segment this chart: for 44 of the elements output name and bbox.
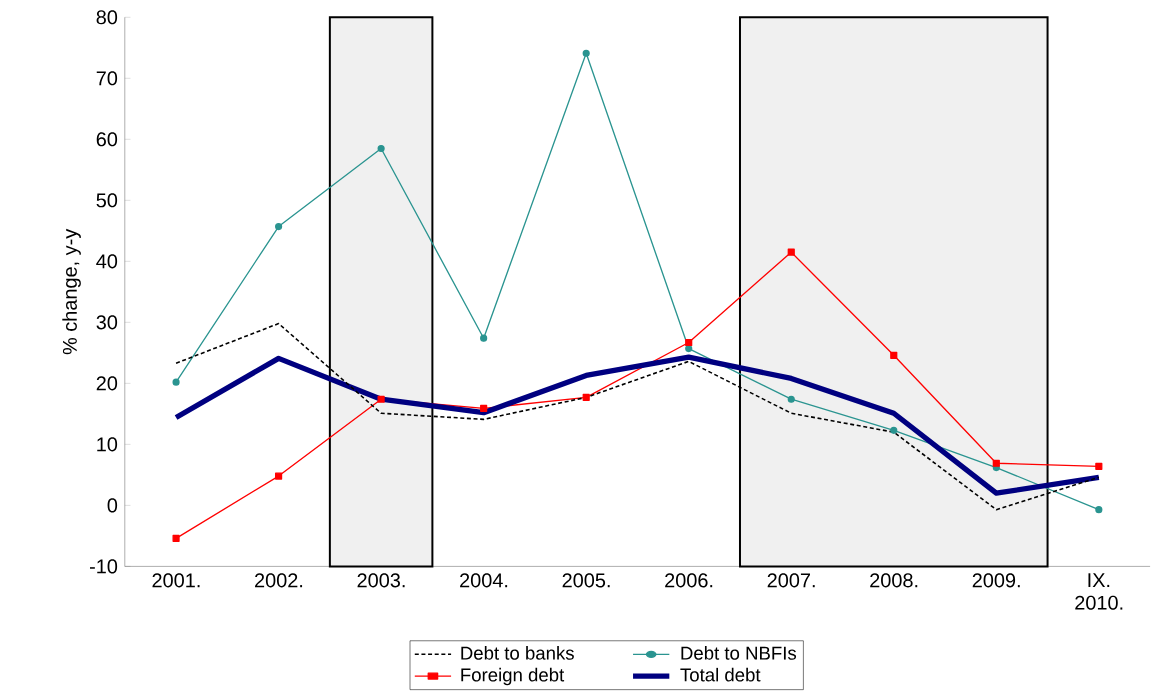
x-tick-label: 2005. (562, 573, 610, 588)
legend-label: Foreign debt (461, 667, 565, 686)
legend-label: Debt to NBFIs (681, 646, 797, 660)
y-tick-label: 10 (97, 437, 118, 452)
point (275, 223, 283, 231)
point (480, 404, 488, 413)
point (890, 426, 898, 435)
point (172, 378, 180, 386)
x-tick-label: 2004. (460, 573, 508, 588)
x-tick-label: IX. 2010. (1075, 573, 1123, 610)
point (582, 49, 590, 57)
point (685, 338, 693, 347)
point (890, 351, 898, 359)
point (1095, 462, 1103, 470)
point (1095, 506, 1103, 514)
y-tick-label: 70 (96, 71, 118, 86)
point (275, 472, 283, 480)
point (377, 144, 385, 153)
y-tick-label: 30 (96, 315, 118, 330)
y-tick-label: 0 (107, 498, 118, 513)
x-tick-label: 2007. (767, 573, 815, 588)
point (377, 395, 385, 403)
x-tick-label: 2002. (255, 573, 303, 588)
point (172, 534, 180, 542)
point (787, 248, 795, 256)
y-axis-title: % change, y-y (62, 228, 81, 355)
x-tick-label: 2008. (870, 573, 918, 588)
y-tick-label: 50 (96, 193, 118, 208)
y-tick-label: 60 (96, 132, 118, 147)
point (787, 395, 795, 403)
x-tick-label: 2001. (152, 573, 200, 588)
legend-label: Debt to banks (461, 646, 574, 660)
legend-label: Total debt (680, 667, 761, 682)
point (582, 393, 590, 402)
point (480, 334, 488, 342)
y-tick-label: -10 (89, 559, 118, 574)
x-tick-label: 2009. (972, 573, 1020, 588)
y-tick-label: 20 (96, 376, 118, 391)
point (685, 345, 693, 353)
x-tick-label: 2003. (357, 573, 405, 588)
y-tick-label: 80 (96, 10, 118, 25)
x-tick-label: 2006. (665, 573, 713, 588)
y-tick-label: 40 (96, 254, 118, 269)
point (992, 459, 1000, 467)
